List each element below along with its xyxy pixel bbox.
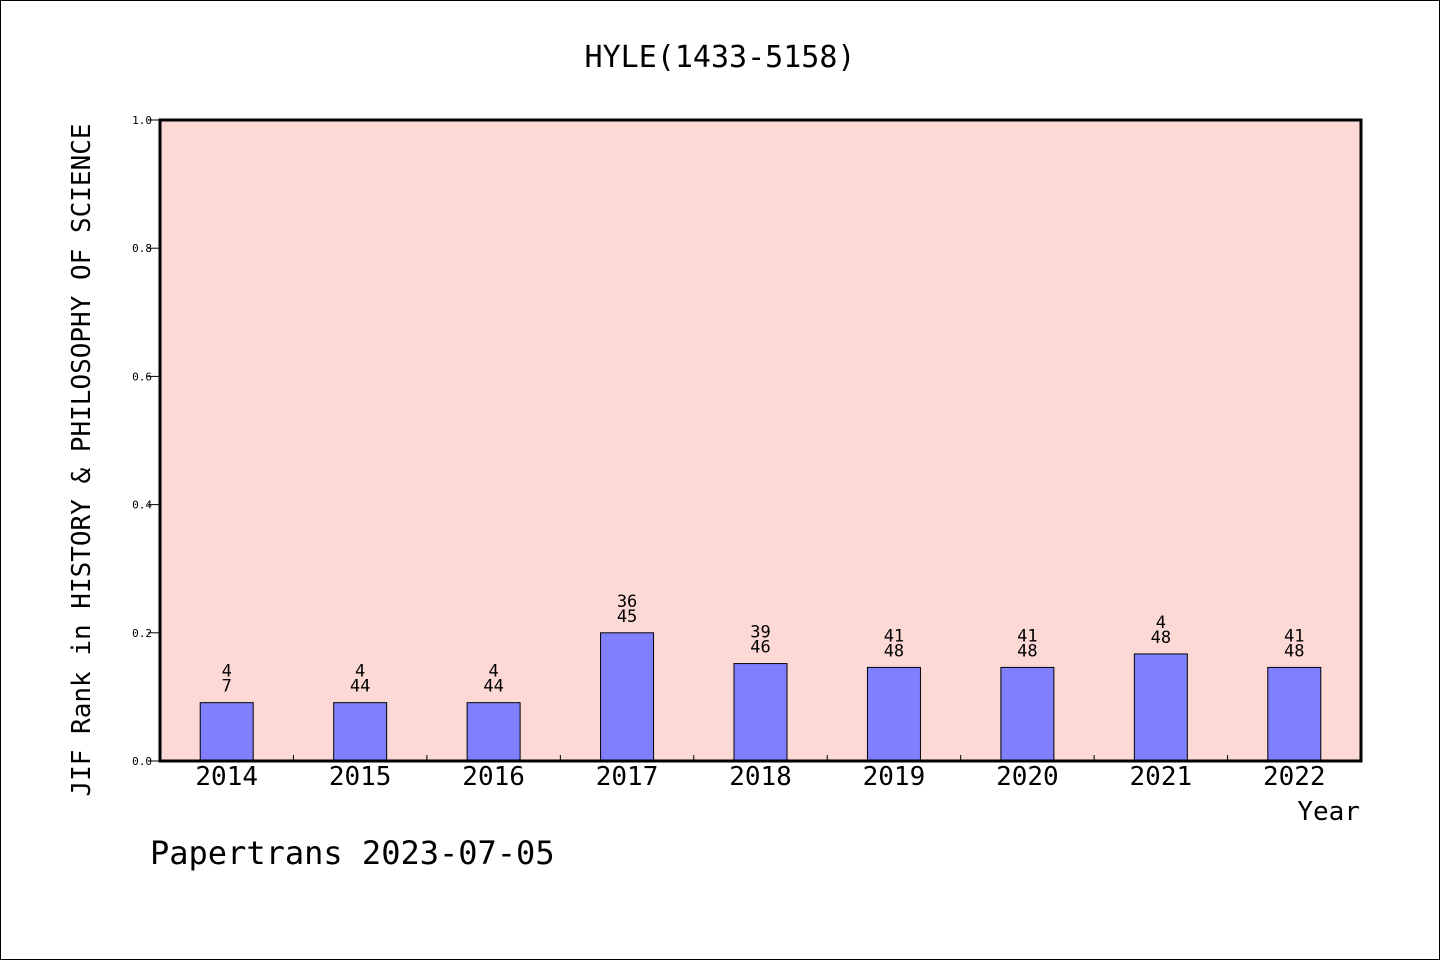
x-tick-label: 2022 [1263,762,1326,792]
y-tick-label: 0.6 [132,370,152,383]
x-axis-label: Year [1297,797,1360,827]
x-tick-label: 2020 [996,762,1059,792]
y-tick-label: 0.2 [132,627,152,640]
y-tick-label: 0.8 [132,242,152,255]
bar-label-top: 41 [1017,626,1037,646]
x-tick-label: 2019 [863,762,926,792]
x-tick-label: 2018 [729,762,792,792]
bar-2017 [600,632,655,762]
chart-title: HYLE(1433-5158) [585,40,856,75]
x-tick-label: 2021 [1130,762,1193,792]
bar-label-top: 41 [884,626,904,646]
bar-label-bottom: 48 [884,641,904,661]
bar-label-top: 4 [1156,613,1166,633]
bar-2021 [1133,653,1188,762]
y-axis-ticks: 0.0 0.2 0.4 0.6 0.8 1.0 [132,114,160,768]
bar-label-bottom: 48 [1017,641,1037,661]
bar-label-bottom: 44 [350,677,370,697]
bar-label-bottom: 45 [617,607,637,627]
bar-2022 [1267,666,1322,762]
bar-2016 [466,702,521,762]
bar-label-top: 4 [488,662,498,682]
x-tick-label: 2016 [462,762,525,792]
bar-label-bottom: 48 [1284,641,1304,661]
bar-2019 [866,666,921,762]
bar-label-top: 4 [355,662,365,682]
footer-credit: Papertrans 2023-07-05 [150,834,555,872]
x-tick-label: 2014 [195,762,258,792]
bar-label-bottom: 44 [483,677,503,697]
plot-border [158,118,1363,763]
bar-2015 [333,702,388,762]
bar-label-bottom: 7 [222,677,232,697]
bar-label-bottom: 46 [750,638,770,658]
y-tick-label: 0.4 [132,499,152,512]
bar-2018 [733,663,788,762]
y-tick-label: 0.0 [132,755,152,768]
y-tick-label: 1.0 [132,114,152,127]
bar-2020 [1000,666,1055,762]
bar-label-top: 39 [750,623,770,643]
x-tick-label: 2017 [596,762,659,792]
bar-2014 [199,702,254,762]
bar-label-top: 4 [222,662,232,682]
bars [199,632,1322,762]
bar-label-bottom: 48 [1151,628,1171,648]
x-tick-label: 2015 [329,762,392,792]
x-axis-ticks: 2014 2015 2016 2017 2018 2019 2020 2021 2022 [195,755,1326,792]
bar-label-top: 41 [1284,626,1304,646]
y-axis-label: JIF Rank in HISTORY & PHILOSOPHY OF SCIE… [67,123,97,796]
bar-label-top: 36 [617,592,637,612]
